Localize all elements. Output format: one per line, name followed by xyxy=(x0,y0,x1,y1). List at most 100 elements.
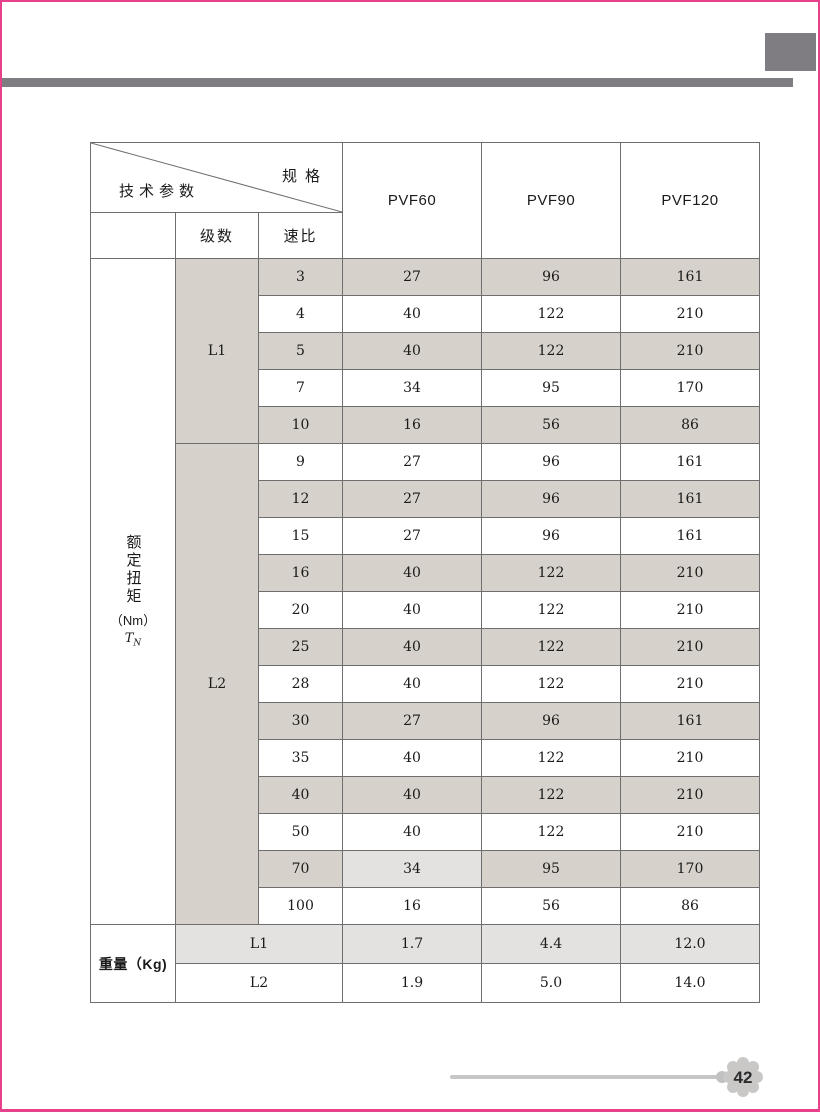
weight-value-cell: 4.4 xyxy=(481,924,622,964)
table-row: 30 27 96 161 xyxy=(91,702,761,740)
weight-value-cell: 12.0 xyxy=(620,924,761,964)
rated-torque-label: 额定扭矩 （Nm） TN xyxy=(109,534,157,649)
value-cell: 161 xyxy=(620,480,761,518)
value-cell: 40 xyxy=(342,813,483,851)
value-cell: 210 xyxy=(620,628,761,666)
weight-group-label-l2: L2 xyxy=(174,963,344,1003)
weight-row: 重量（Kg) L1 1.7 4.4 12.0 xyxy=(90,924,761,1003)
ratio-cell: 4 xyxy=(257,295,344,333)
ratio-cell: 70 xyxy=(257,850,344,888)
value-cell: 210 xyxy=(620,295,761,333)
col-header-pvf120: PVF120 xyxy=(620,142,761,259)
value-cell: 27 xyxy=(342,517,483,555)
empty-header-cell xyxy=(90,212,176,259)
value-cell: 40 xyxy=(342,591,483,629)
diagonal-header-cell: 规格 技术参数 xyxy=(89,142,344,213)
value-cell: 40 xyxy=(342,665,483,703)
value-cell: 27 xyxy=(342,258,483,296)
value-cell: 161 xyxy=(620,443,761,481)
value-cell: 34 xyxy=(342,369,483,407)
value-cell: 40 xyxy=(342,739,483,777)
value-cell: 122 xyxy=(481,776,622,814)
value-cell: 95 xyxy=(481,850,622,888)
footer-rule-line xyxy=(450,1075,722,1079)
ratio-cell: 20 xyxy=(257,591,344,629)
value-cell: 210 xyxy=(620,776,761,814)
value-cell: 95 xyxy=(481,369,622,407)
table-row: L2 9 27 96 161 xyxy=(91,443,761,925)
group-label-l1: L1 xyxy=(175,258,259,444)
table-row: 25 40 122 210 xyxy=(91,628,761,666)
tech-param-corner-label: 技术参数 xyxy=(119,183,200,200)
weight-value-cell: 14.0 xyxy=(620,963,761,1003)
value-cell: 96 xyxy=(481,702,622,740)
header-rule-bar xyxy=(2,78,793,87)
value-cell: 56 xyxy=(481,887,622,925)
ratio-cell: 10 xyxy=(257,406,344,444)
value-cell: 16 xyxy=(342,887,483,925)
stages-header: 级数 xyxy=(175,212,259,259)
value-cell: 122 xyxy=(481,665,622,703)
diagonal-line xyxy=(91,143,342,212)
col-header-pvf60: PVF60 xyxy=(342,142,483,259)
value-cell: 161 xyxy=(620,702,761,740)
table-row: 5 40 122 210 xyxy=(91,332,761,370)
value-cell: 210 xyxy=(620,739,761,777)
value-cell: 40 xyxy=(342,776,483,814)
table-row: 7 34 95 170 xyxy=(91,369,761,407)
ratio-cell: 7 xyxy=(257,369,344,407)
value-cell: 27 xyxy=(342,702,483,740)
value-cell: 210 xyxy=(620,591,761,629)
gear-page-number-icon: 42 xyxy=(723,1057,763,1097)
table-row: 70 34 95 170 xyxy=(91,850,761,888)
ratio-cell: 50 xyxy=(257,813,344,851)
value-cell: 210 xyxy=(620,665,761,703)
value-cell: 96 xyxy=(481,517,622,555)
value-cell: 16 xyxy=(342,406,483,444)
rated-torque-label-cell: 额定扭矩 （Nm） TN xyxy=(90,258,176,925)
value-cell: 161 xyxy=(620,258,761,296)
ratio-cell: 25 xyxy=(257,628,344,666)
value-cell: 210 xyxy=(620,332,761,370)
value-cell: 122 xyxy=(481,591,622,629)
table-row: 100 16 56 86 xyxy=(91,887,761,925)
value-cell: 122 xyxy=(481,295,622,333)
weight-label-cell: 重量（Kg) xyxy=(90,924,176,1003)
ratio-cell: 5 xyxy=(257,332,344,370)
value-cell: 122 xyxy=(481,739,622,777)
value-cell: 122 xyxy=(481,332,622,370)
ratio-cell: 15 xyxy=(257,517,344,555)
value-cell: 210 xyxy=(620,554,761,592)
ratio-cell: 28 xyxy=(257,665,344,703)
weight-value-cell: 1.7 xyxy=(342,924,483,964)
ratio-cell: 9 xyxy=(257,443,344,481)
value-cell: 86 xyxy=(620,406,761,444)
value-cell: 56 xyxy=(481,406,622,444)
weight-value-cell: 1.9 xyxy=(342,963,483,1003)
value-cell: 40 xyxy=(342,332,483,370)
table-row: 额定扭矩 （Nm） TN L1 3 27 96 161 xyxy=(90,258,761,925)
ratio-cell: 30 xyxy=(257,702,344,740)
value-cell: 210 xyxy=(620,813,761,851)
value-cell: 27 xyxy=(342,480,483,518)
table-row: 20 40 122 210 xyxy=(91,591,761,629)
value-cell: 96 xyxy=(481,480,622,518)
value-cell: 122 xyxy=(481,628,622,666)
value-cell: 122 xyxy=(481,554,622,592)
value-cell: 40 xyxy=(342,554,483,592)
weight-value-cell: 5.0 xyxy=(481,963,622,1003)
value-cell: 96 xyxy=(481,258,622,296)
value-cell: 170 xyxy=(620,850,761,888)
value-cell: 27 xyxy=(342,443,483,481)
table-row: 50 40 122 210 xyxy=(91,813,761,851)
header-corner-block xyxy=(765,33,816,71)
value-cell: 40 xyxy=(342,628,483,666)
ratio-cell: 12 xyxy=(257,480,344,518)
ratio-cell: 40 xyxy=(257,776,344,814)
value-cell: 96 xyxy=(481,443,622,481)
value-cell: 34 xyxy=(342,850,483,888)
col-header-pvf90: PVF90 xyxy=(481,142,622,259)
table-row: 40 40 122 210 xyxy=(91,776,761,814)
ratio-header: 速比 xyxy=(257,212,344,259)
